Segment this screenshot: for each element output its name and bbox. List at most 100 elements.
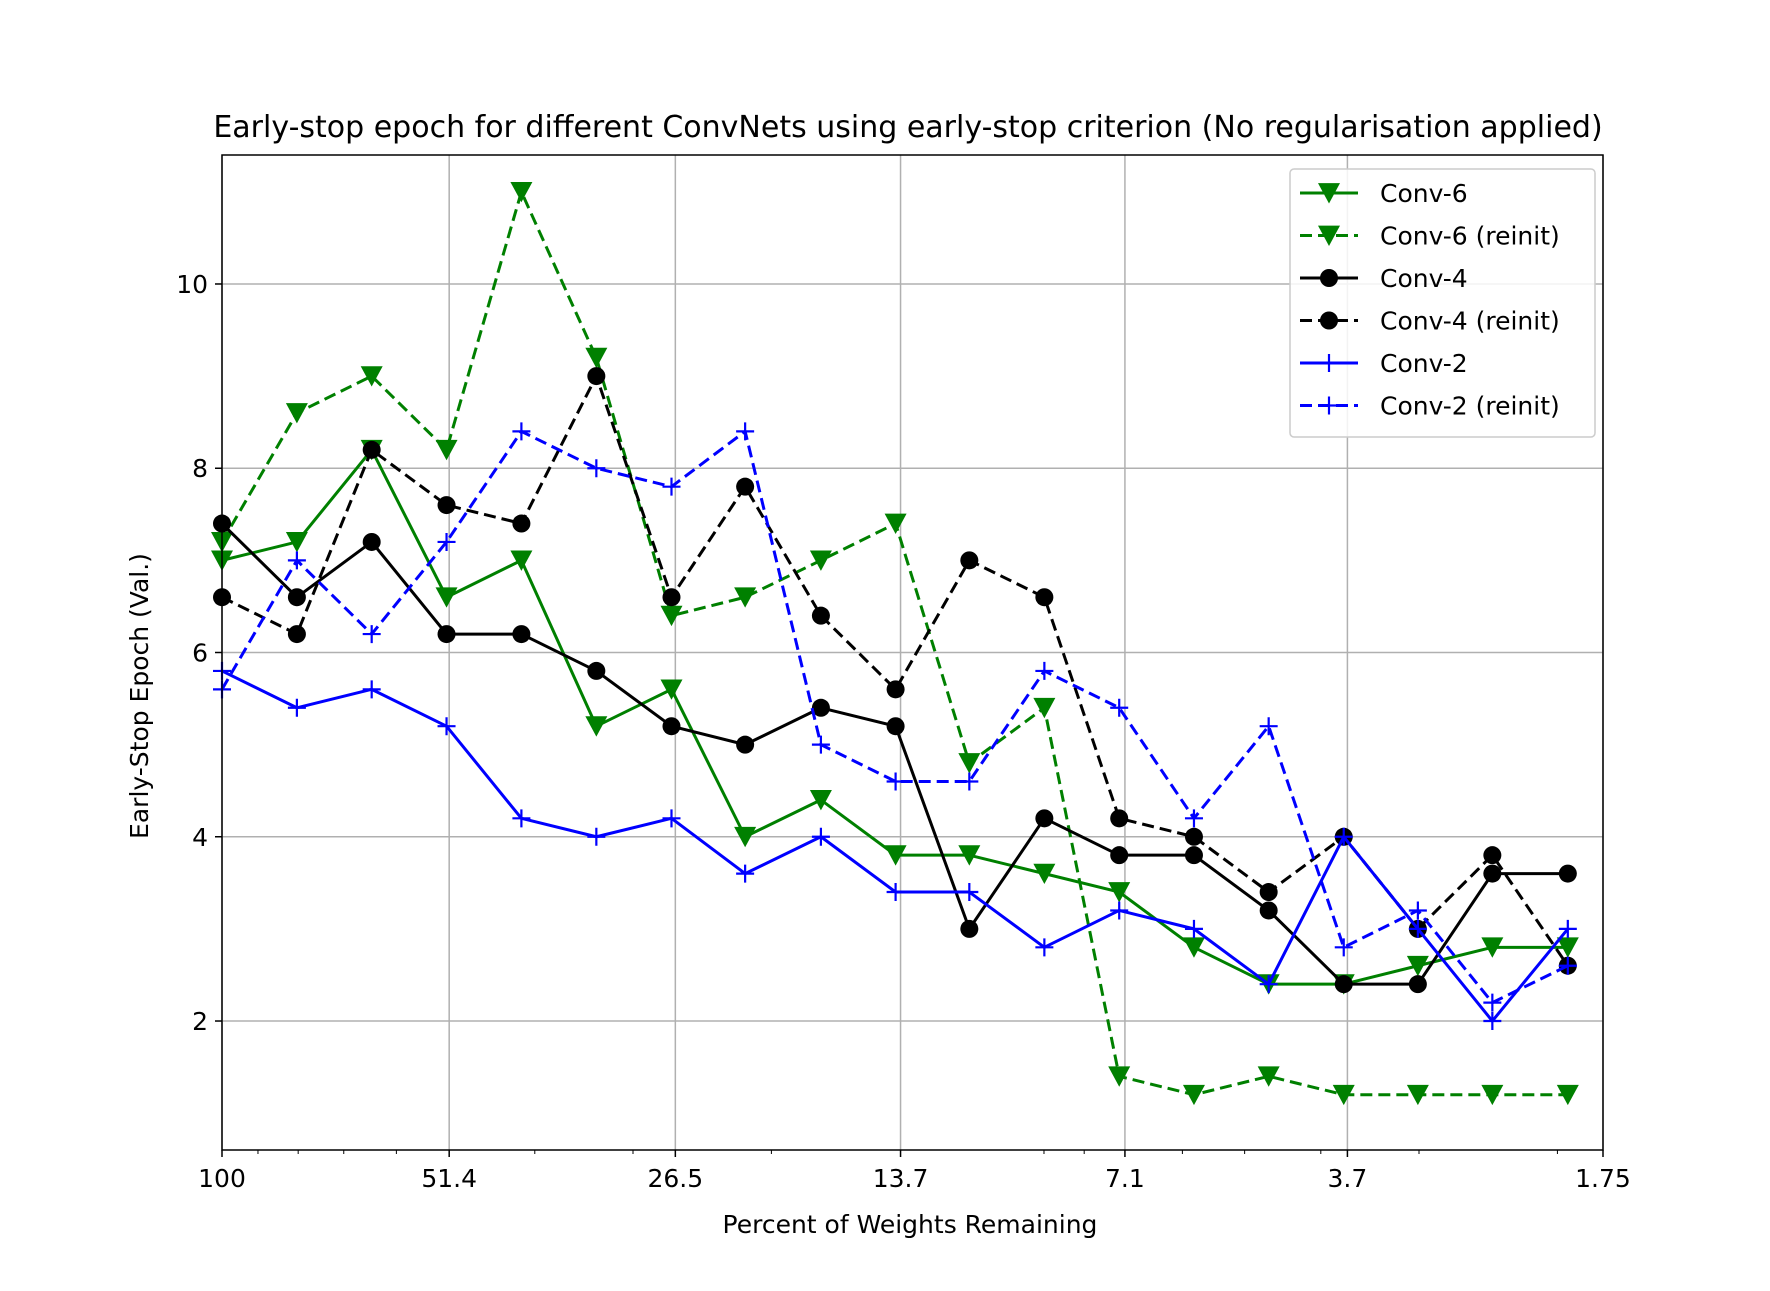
data-point xyxy=(1182,1084,1205,1106)
data-point xyxy=(809,550,832,571)
data-point xyxy=(660,605,683,627)
data-point xyxy=(285,532,308,553)
legend-item: Conv-2 (reinit) xyxy=(1300,392,1560,421)
data-point xyxy=(585,347,608,369)
data-point xyxy=(1334,938,1353,957)
x-axis-label: Percent of Weights Remaining xyxy=(723,1210,1098,1239)
data-point xyxy=(811,735,830,754)
legend-marker xyxy=(1320,354,1338,372)
data-point xyxy=(1184,919,1203,938)
data-point xyxy=(886,717,905,736)
data-point xyxy=(362,680,381,699)
y-tick-label: 2 xyxy=(192,1007,208,1036)
data-point xyxy=(662,717,681,736)
data-point xyxy=(512,809,531,828)
data-point xyxy=(437,532,456,551)
data-point xyxy=(884,845,907,866)
data-point xyxy=(1259,717,1278,736)
data-point xyxy=(1035,588,1054,607)
data-point xyxy=(1334,827,1353,846)
data-point xyxy=(1332,1084,1355,1106)
data-point xyxy=(811,698,830,717)
data-point xyxy=(1483,864,1502,883)
series-group xyxy=(211,181,1579,1106)
data-point xyxy=(362,532,381,551)
data-point xyxy=(287,551,306,570)
data-point xyxy=(362,625,381,644)
legend-item: Conv-6 xyxy=(1300,179,1468,208)
y-tick-label: 10 xyxy=(176,270,208,299)
series-conv-4 xyxy=(213,514,1577,994)
data-point xyxy=(811,606,830,625)
data-point xyxy=(362,440,381,459)
data-point xyxy=(360,366,383,387)
data-point xyxy=(958,845,981,866)
x-tick-label: 51.4 xyxy=(421,1164,477,1193)
data-point xyxy=(809,790,832,811)
data-point xyxy=(958,753,981,774)
data-point xyxy=(736,422,755,441)
series-conv-6-reinit xyxy=(211,181,1579,1106)
legend-marker xyxy=(1320,311,1338,330)
data-point xyxy=(287,698,306,717)
plot-frame xyxy=(221,154,1604,1151)
data-point xyxy=(585,716,608,737)
legend-box xyxy=(1289,168,1596,438)
data-point xyxy=(734,587,757,608)
data-point xyxy=(1182,937,1205,958)
y-tick-label: 4 xyxy=(192,823,208,852)
data-point xyxy=(1035,809,1054,828)
data-point xyxy=(1033,863,1056,885)
data-point xyxy=(285,403,308,424)
data-point xyxy=(1108,882,1131,903)
legend: Conv-6 Conv-6 (reinit) Conv-4 Conv-4 (reini… xyxy=(1289,168,1596,438)
chart-title: Early-stop epoch for different ConvNets … xyxy=(213,110,1602,145)
data-point xyxy=(1110,901,1129,920)
data-point xyxy=(287,588,306,607)
data-point xyxy=(1406,1084,1429,1106)
data-point xyxy=(1481,937,1504,958)
data-point xyxy=(1035,661,1054,680)
data-point xyxy=(662,809,681,828)
data-point xyxy=(1558,956,1577,975)
data-point xyxy=(1259,901,1278,920)
data-point xyxy=(1483,993,1502,1012)
data-point xyxy=(960,883,979,902)
data-point xyxy=(1110,846,1129,865)
data-point xyxy=(1184,827,1203,846)
legend-marker xyxy=(1318,183,1340,204)
data-point xyxy=(1259,975,1278,994)
data-point xyxy=(1184,846,1203,865)
x-tick-label: 7.1 xyxy=(1105,1164,1145,1193)
data-point xyxy=(1257,1066,1280,1087)
series-conv-2 xyxy=(213,661,1577,1031)
data-point xyxy=(1558,864,1577,883)
legend-label: Conv-2 xyxy=(1380,349,1468,378)
data-point xyxy=(734,826,757,848)
data-point xyxy=(1408,975,1427,994)
data-point xyxy=(1408,901,1427,920)
data-point xyxy=(587,367,606,386)
data-point xyxy=(437,625,456,644)
data-point xyxy=(437,717,456,736)
x-tick-label: 13.7 xyxy=(873,1164,929,1193)
data-point xyxy=(512,422,531,441)
data-point xyxy=(587,661,606,680)
y-tick-label: 8 xyxy=(192,454,208,483)
data-point xyxy=(662,477,681,496)
data-point xyxy=(1184,809,1203,828)
data-point xyxy=(587,459,606,478)
legend-label: Conv-6 (reinit) xyxy=(1380,222,1560,251)
data-point xyxy=(287,625,306,644)
grid xyxy=(221,155,1604,1150)
data-point xyxy=(435,587,458,608)
data-point xyxy=(1259,883,1278,902)
legend-label: Conv-2 (reinit) xyxy=(1380,392,1560,421)
data-point xyxy=(435,439,458,461)
legend-marker xyxy=(1320,396,1338,415)
data-point xyxy=(1110,809,1129,828)
data-point xyxy=(1556,937,1579,958)
data-point xyxy=(960,772,979,791)
